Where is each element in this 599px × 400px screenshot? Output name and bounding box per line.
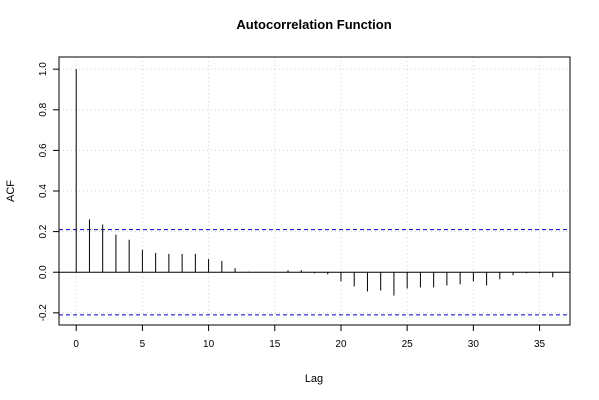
- grid: [59, 57, 570, 325]
- x-tick-label: 20: [335, 339, 347, 350]
- x-tick-label: 15: [269, 339, 281, 350]
- y-tick-label: -0.2: [38, 304, 49, 322]
- x-tick-label: 10: [203, 339, 215, 350]
- y-axis-label: ACF: [5, 180, 17, 202]
- y-tick-label: 0.0: [38, 265, 49, 279]
- x-tick-label: 25: [402, 339, 414, 350]
- x-tick-label: 0: [73, 339, 79, 350]
- y-tick-label: 0.4: [38, 184, 49, 198]
- y-axis: -0.2 0.0 0.2 0.4 0.6 0.8 1.0: [38, 62, 59, 322]
- confidence-bounds: [59, 229, 570, 316]
- x-tick-label: 5: [140, 339, 146, 350]
- x-axis: 0 5 10 15 20 25 30 35: [73, 325, 546, 350]
- y-tick-label: 1.0: [38, 62, 49, 76]
- x-axis-label: Lag: [305, 373, 323, 385]
- acf-bars: [75, 69, 554, 296]
- x-tick-label: 30: [468, 339, 480, 350]
- y-tick-label: 0.2: [38, 224, 49, 238]
- chart-title: Autocorrelation Function: [236, 17, 391, 32]
- y-tick-label: 0.6: [38, 143, 49, 157]
- x-tick-label: 35: [534, 339, 546, 350]
- y-tick-label: 0.8: [38, 102, 49, 116]
